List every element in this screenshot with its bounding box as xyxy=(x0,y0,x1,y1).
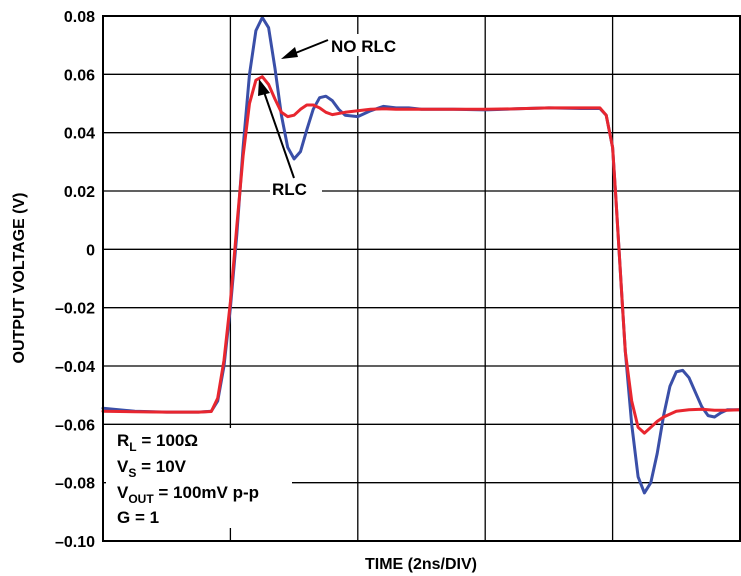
arrow-head-no-rlc xyxy=(281,47,298,59)
arrow-head-rlc xyxy=(258,79,270,96)
conditions-box: RL = 100Ω VS = 10V VOUT = 100mV p-p G = … xyxy=(106,428,292,528)
series-lines xyxy=(101,16,741,495)
condition-rl: RL = 100Ω xyxy=(117,431,198,454)
condition-vs: VS = 10V xyxy=(117,457,187,480)
grid-lines xyxy=(103,16,740,541)
annotation-no-rlc-label: NO RLC xyxy=(331,37,396,56)
y-axis-label: OUTPUT VOLTAGE (V) xyxy=(11,193,28,364)
y-tick-label: –0.10 xyxy=(55,534,95,551)
y-tick-label: –0.06 xyxy=(55,417,95,434)
annotation-no-rlc: NO RLC xyxy=(281,34,420,59)
y-tick-label: –0.08 xyxy=(55,476,95,493)
series-line-rlc xyxy=(101,75,741,435)
annotation-rlc: RLC xyxy=(258,79,322,199)
series-line-no-rlc xyxy=(101,16,741,495)
y-tick-label: 0 xyxy=(86,242,95,259)
annotation-rlc-label: RLC xyxy=(272,180,307,199)
condition-gain: G = 1 xyxy=(117,508,159,527)
plot-frame xyxy=(102,15,741,542)
y-tick-labels: 0.08 0.06 0.04 0.02 0 –0.02 –0.04 –0.06 –0.08 –0.… xyxy=(55,9,95,551)
y-tick-label: 0.08 xyxy=(64,9,95,26)
y-tick-label: 0.06 xyxy=(64,67,95,84)
y-tick-label: –0.04 xyxy=(55,359,95,376)
y-tick-label: –0.02 xyxy=(55,301,95,318)
condition-vout: VOUT = 100mV p-p xyxy=(117,483,259,506)
y-tick-label: 0.04 xyxy=(64,126,95,143)
x-axis-label: TIME (2ns/DIV) xyxy=(365,556,477,573)
y-tick-label: 0.02 xyxy=(64,184,95,201)
